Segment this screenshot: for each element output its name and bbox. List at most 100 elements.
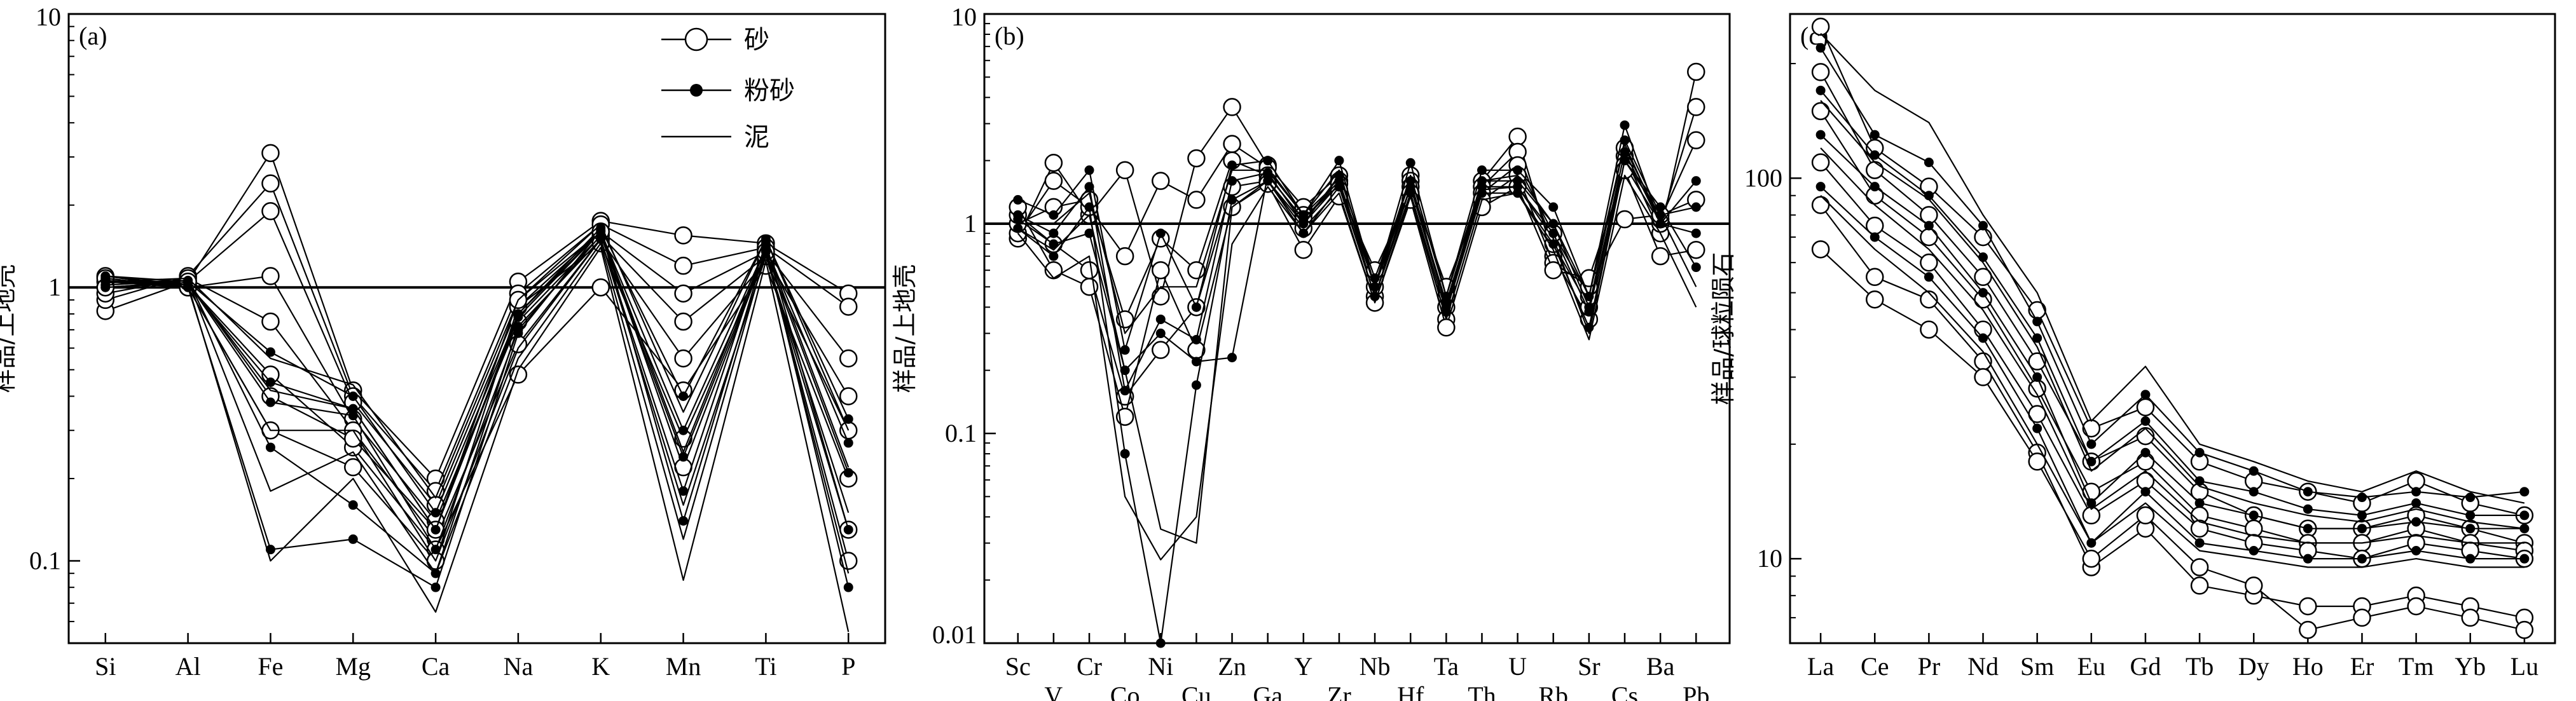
data-point bbox=[1924, 158, 1934, 168]
data-point bbox=[2194, 447, 2205, 458]
series-line bbox=[105, 224, 850, 499]
data-point bbox=[674, 284, 692, 303]
x-tick-label: V bbox=[1044, 681, 1063, 701]
data-point bbox=[678, 425, 689, 435]
x-tick-label: Co bbox=[1110, 681, 1140, 701]
y-axis-title: 样品/上地壳 bbox=[891, 264, 919, 393]
data-point bbox=[2411, 517, 2421, 527]
x-tick-label: Mg bbox=[335, 652, 371, 681]
data-point bbox=[2194, 538, 2205, 548]
data-point bbox=[2461, 608, 2479, 627]
x-tick-label: Nd bbox=[1967, 652, 1999, 681]
data-point bbox=[1044, 154, 1063, 172]
data-point bbox=[261, 174, 280, 193]
data-point bbox=[1155, 314, 1166, 324]
data-point bbox=[2032, 372, 2042, 382]
data-point bbox=[1687, 240, 1705, 259]
data-point bbox=[1815, 130, 1826, 140]
series-line bbox=[105, 242, 850, 562]
series-line bbox=[105, 242, 850, 575]
x-tick-label: Na bbox=[504, 652, 534, 681]
y-tick-label: 1 bbox=[964, 209, 977, 238]
data-point bbox=[1687, 62, 1705, 81]
data-point bbox=[2407, 472, 2425, 491]
series-line bbox=[1820, 186, 2524, 560]
data-point bbox=[2407, 597, 2425, 616]
data-point bbox=[2190, 558, 2209, 576]
data-point bbox=[261, 267, 280, 285]
panel-label: (b) bbox=[995, 22, 1024, 50]
data-point bbox=[1191, 380, 1201, 390]
data-point bbox=[674, 256, 692, 275]
data-point bbox=[1920, 290, 1938, 309]
data-point bbox=[265, 377, 275, 387]
data-point bbox=[1811, 102, 1830, 121]
data-point bbox=[1120, 386, 1130, 396]
data-point bbox=[1191, 357, 1201, 367]
series-line bbox=[1820, 90, 2524, 517]
x-tick-label: U bbox=[1508, 652, 1527, 681]
legend-marker-filled bbox=[690, 84, 703, 97]
x-tick-label: Rb bbox=[1538, 681, 1568, 701]
data-point bbox=[1691, 228, 1701, 238]
x-tick-label: Sm bbox=[2020, 652, 2054, 681]
panel-b: 0.01 0.1 1 10 Sc V Cr Co Ni Cu Zn Ga Y Zr Nb Hf Ta Th U Rb S… bbox=[891, 3, 1731, 701]
x-tick-label: Zn bbox=[1218, 652, 1246, 681]
data-point bbox=[678, 391, 689, 401]
data-point bbox=[1084, 182, 1094, 192]
x-tick-label: Sr bbox=[1578, 652, 1601, 681]
data-point bbox=[1155, 638, 1166, 648]
data-point bbox=[1152, 341, 1170, 359]
data-point bbox=[839, 297, 858, 316]
y-tick-label: 1 bbox=[48, 273, 61, 301]
data-point bbox=[348, 500, 358, 510]
x-tick-label: Yb bbox=[2455, 652, 2486, 681]
data-point bbox=[2190, 519, 2209, 538]
data-point bbox=[1815, 43, 1826, 53]
data-point bbox=[1191, 334, 1201, 344]
series-line bbox=[1017, 124, 1697, 351]
x-tick-label: Th bbox=[1468, 681, 1496, 701]
series-line bbox=[105, 227, 850, 514]
series-line bbox=[1017, 174, 1697, 561]
data-point bbox=[1870, 182, 1880, 192]
series-line bbox=[1820, 161, 2525, 560]
x-tick-label: Gd bbox=[2130, 652, 2161, 681]
x-tick-label: Tb bbox=[2186, 652, 2214, 681]
series-line bbox=[105, 235, 850, 550]
data-point bbox=[1227, 194, 1237, 205]
data-point bbox=[1227, 160, 1237, 170]
data-point bbox=[1049, 239, 1059, 249]
data-point bbox=[2303, 524, 2313, 534]
data-point bbox=[2303, 487, 2313, 497]
y-tick-label: 10 bbox=[951, 3, 977, 31]
y-tick-label: 100 bbox=[1744, 163, 1782, 192]
data-point bbox=[2519, 554, 2530, 564]
x-tick-label: Mn bbox=[666, 652, 701, 681]
series-line bbox=[1820, 47, 2525, 498]
data-point bbox=[1334, 156, 1344, 166]
data-point bbox=[1920, 253, 1938, 272]
data-point bbox=[2299, 620, 2317, 639]
data-point bbox=[1924, 272, 1934, 282]
data-point bbox=[2357, 524, 2367, 534]
data-point bbox=[2519, 487, 2530, 497]
data-point bbox=[265, 347, 275, 357]
data-point bbox=[1974, 368, 1992, 386]
data-point bbox=[1866, 290, 1884, 309]
data-point bbox=[1978, 333, 1988, 343]
data-point bbox=[1120, 449, 1130, 459]
plot-frame bbox=[1789, 13, 2556, 644]
data-point bbox=[843, 438, 853, 448]
data-point bbox=[2249, 545, 2259, 555]
data-point bbox=[1155, 329, 1166, 339]
series-line bbox=[105, 182, 849, 492]
data-point bbox=[1152, 172, 1170, 190]
data-point bbox=[1687, 131, 1705, 149]
data-point bbox=[1978, 252, 1988, 262]
y-tick-label: 0.01 bbox=[932, 620, 977, 649]
x-tick-label: Ni bbox=[1148, 652, 1173, 681]
data-point bbox=[430, 582, 441, 592]
